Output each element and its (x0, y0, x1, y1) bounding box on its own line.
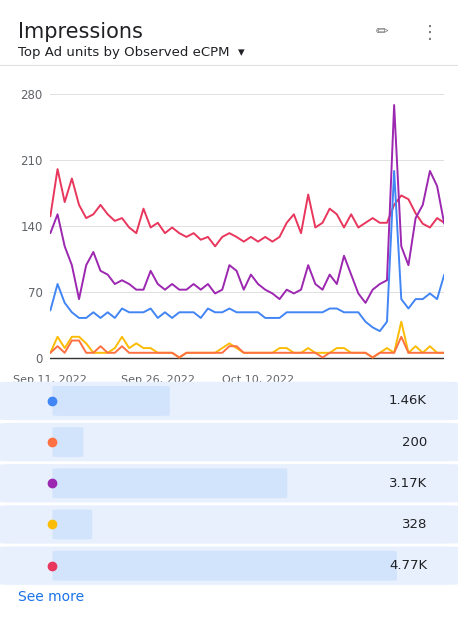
FancyBboxPatch shape (53, 551, 397, 580)
FancyBboxPatch shape (53, 386, 170, 416)
Text: ✏: ✏ (376, 24, 388, 39)
FancyBboxPatch shape (0, 423, 458, 461)
Text: Impressions: Impressions (18, 22, 143, 42)
FancyBboxPatch shape (53, 427, 83, 457)
FancyBboxPatch shape (53, 510, 92, 539)
Text: 200: 200 (402, 436, 427, 449)
FancyBboxPatch shape (0, 464, 458, 502)
Text: ⋮: ⋮ (421, 24, 439, 42)
Text: See more: See more (18, 590, 84, 603)
Text: 4.77K: 4.77K (389, 559, 427, 572)
FancyBboxPatch shape (0, 505, 458, 544)
Text: 3.17K: 3.17K (389, 477, 427, 490)
FancyBboxPatch shape (0, 547, 458, 585)
Text: Top Ad units by Observed eCPM  ▾: Top Ad units by Observed eCPM ▾ (18, 46, 245, 59)
FancyBboxPatch shape (0, 382, 458, 420)
Text: 1.46K: 1.46K (389, 394, 427, 407)
FancyBboxPatch shape (53, 469, 287, 498)
Text: 328: 328 (402, 518, 427, 531)
